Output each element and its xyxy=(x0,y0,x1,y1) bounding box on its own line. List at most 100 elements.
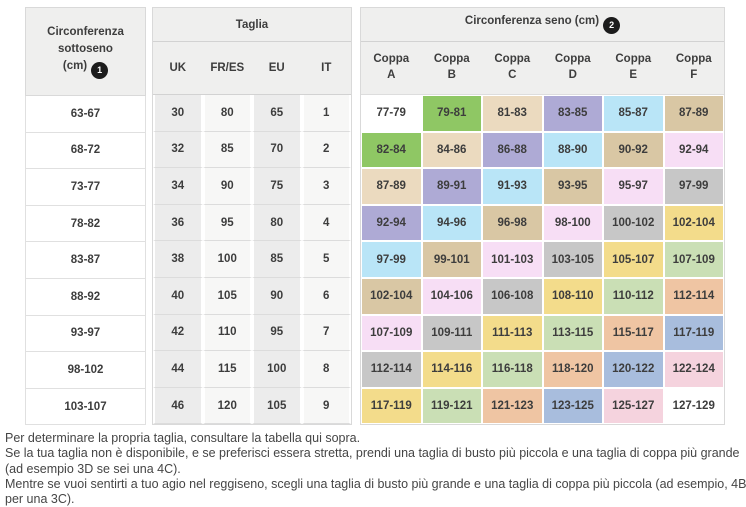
sottoseno-header-line2: sottoseno xyxy=(58,42,113,55)
coppa-cell: 98-100 xyxy=(542,204,603,242)
coppa-cell: 104-106 xyxy=(421,277,482,315)
sottoseno-cell: 68-72 xyxy=(25,132,146,170)
sottoseno-cell: 103-107 xyxy=(25,388,146,426)
taglia-cell: 70 xyxy=(252,131,302,169)
coppa-cell: 117-119 xyxy=(663,314,724,352)
coppa-row: 77-79 79-81 81-83 83-85 85-87 87-89 xyxy=(361,95,724,132)
coppa-body: 77-79 79-81 81-83 83-85 85-87 87-89 82-84 84-86… xyxy=(361,95,724,425)
coppa-row: 102-104 104-106 106-108 108-110 110-112 112-1… xyxy=(361,277,724,315)
coppa-col-header-b: Coppa B xyxy=(421,42,482,95)
taglia-col-header-it: IT xyxy=(301,42,351,95)
coppa-cell: 123-125 xyxy=(542,387,603,425)
taglia-cell: 100 xyxy=(202,241,252,278)
sottoseno-cell: 78-82 xyxy=(25,205,146,243)
taglia-cell: 115 xyxy=(202,351,252,388)
taglia-row: 44 115 100 8 xyxy=(153,351,351,388)
taglia-cell: 44 xyxy=(153,351,203,388)
coppa-cell: 119-121 xyxy=(421,387,482,425)
coppa-letter: E xyxy=(629,69,638,81)
sottoseno-cell: 83-87 xyxy=(25,241,146,279)
taglia-cell: 3 xyxy=(301,168,351,205)
taglia-table-wrap: Taglia UK FR/ES EU IT 30 80 65 1 32 85 70 2 34 90 75 3… xyxy=(152,7,352,426)
taglia-cell: 95 xyxy=(202,204,252,242)
coppa-letter: C xyxy=(508,69,517,81)
coppa-cell: 87-89 xyxy=(663,95,724,132)
taglia-cell: 6 xyxy=(301,277,351,315)
coppa-cell: 93-95 xyxy=(542,168,603,205)
coppa-table-wrap: Circonferenza seno (cm) 2 Coppa A Coppa B Cop… xyxy=(360,7,725,426)
sottoseno-header: Circonferenza sottoseno (cm) 1 xyxy=(25,7,146,96)
badge-2: 2 xyxy=(603,16,621,34)
coppa-cell: 117-119 xyxy=(361,387,422,425)
coppa-cell: 109-111 xyxy=(421,314,482,352)
coppa-cell: 79-81 xyxy=(421,95,482,132)
coppa-cell: 102-104 xyxy=(361,277,422,315)
taglia-row: 42 110 95 7 xyxy=(153,314,351,352)
coppa-cell: 110-112 xyxy=(603,277,664,315)
coppa-cell: 108-110 xyxy=(542,277,603,315)
coppa-letter: D xyxy=(568,69,577,81)
coppa-cell: 101-103 xyxy=(482,241,543,278)
coppa-row: 117-119 119-121 121-123 123-125 125-127 127-1… xyxy=(361,387,724,425)
sottoseno-row: 63-67 xyxy=(25,95,146,133)
coppa-row: 112-114 114-116 116-118 118-120 120-122 122-1… xyxy=(361,351,724,388)
taglia-cell: 85 xyxy=(202,131,252,169)
sottoseno-cell: 98-102 xyxy=(25,351,146,389)
taglia-cell: 2 xyxy=(301,131,351,169)
seno-title: Circonferenza seno (cm) 2 xyxy=(361,8,724,42)
coppa-row: 82-84 84-86 86-88 88-90 90-92 92-94 xyxy=(361,131,724,169)
taglia-cell: 32 xyxy=(153,131,203,169)
coppa-cell: 95-97 xyxy=(603,168,664,205)
footer-line-1: Per determinare la propria taglia, consu… xyxy=(5,431,361,445)
taglia-body: 30 80 65 1 32 85 70 2 34 90 75 3 36 95 80 4 38 100 85 5 40 10… xyxy=(153,95,351,425)
coppa-letter: B xyxy=(447,69,456,81)
coppa-cell: 113-115 xyxy=(542,314,603,352)
taglia-cell: 7 xyxy=(301,314,351,352)
sottoseno-row: 88-92 xyxy=(25,278,146,316)
coppa-cell: 111-113 xyxy=(482,314,543,352)
footer-line-3: Mentre se vuoi sentirti a tuo agio nel r… xyxy=(5,476,746,507)
coppa-cell: 105-107 xyxy=(603,241,664,278)
coppa-cell: 112-114 xyxy=(663,277,724,315)
coppa-cell: 127-129 xyxy=(663,387,724,425)
coppa-col-header-a: Coppa A xyxy=(361,42,422,95)
taglia-cell: 75 xyxy=(252,168,302,205)
coppa-cell: 107-109 xyxy=(361,314,422,352)
sottoseno-body: 63-67 68-72 73-77 78-82 83-87 88-92 93-97 98-10… xyxy=(25,95,146,426)
coppa-cell: 112-114 xyxy=(361,351,422,388)
taglia-cell: 1 xyxy=(301,95,351,132)
taglia-cell: 65 xyxy=(252,95,302,132)
coppa-word: Coppa xyxy=(675,53,712,66)
taglia-row: 36 95 80 4 xyxy=(153,204,351,242)
coppa-cell: 122-124 xyxy=(663,351,724,388)
taglia-cell: 8 xyxy=(301,351,351,388)
coppa-row: 97-99 99-101 101-103 103-105 105-107 107-109 xyxy=(361,241,724,278)
sottoseno-header-line3: (cm) 1 xyxy=(26,58,145,80)
sottoseno-cell: 88-92 xyxy=(25,278,146,316)
coppa-table: Circonferenza seno (cm) 2 Coppa A Coppa B Cop… xyxy=(361,8,724,425)
taglia-cell: 105 xyxy=(202,277,252,315)
taglia-cell: 95 xyxy=(252,314,302,352)
coppa-cell: 107-109 xyxy=(663,241,724,278)
coppa-cell: 84-86 xyxy=(421,131,482,169)
taglia-row: 34 90 75 3 xyxy=(153,168,351,205)
coppa-col-header-d: Coppa D xyxy=(542,42,603,95)
sottoseno-table: Circonferenza sottoseno (cm) 1 63-67 68-72… xyxy=(25,7,146,426)
coppa-cell: 97-99 xyxy=(361,241,422,278)
coppa-subheader-row: Coppa A Coppa B Coppa C Coppa D Coppa E Coppa F xyxy=(361,42,724,95)
sottoseno-cell: 73-77 xyxy=(25,168,146,206)
sottoseno-row: 93-97 xyxy=(25,315,146,353)
taglia-cell: 4 xyxy=(301,204,351,242)
coppa-cell: 114-116 xyxy=(421,351,482,388)
sottoseno-row: 78-82 xyxy=(25,205,146,243)
coppa-cell: 116-118 xyxy=(482,351,543,388)
coppa-word: Coppa xyxy=(615,53,652,66)
footer-line-2: Se la tua taglia non è disponibile, e se… xyxy=(5,446,740,476)
coppa-letter: F xyxy=(690,69,698,81)
taglia-cell: 105 xyxy=(252,387,302,425)
coppa-cell: 81-83 xyxy=(482,95,543,132)
coppa-cell: 91-93 xyxy=(482,168,543,205)
coppa-cell: 99-101 xyxy=(421,241,482,278)
taglia-cell: 34 xyxy=(153,168,203,205)
coppa-row: 107-109 109-111 111-113 113-115 115-117 117-1… xyxy=(361,314,724,352)
